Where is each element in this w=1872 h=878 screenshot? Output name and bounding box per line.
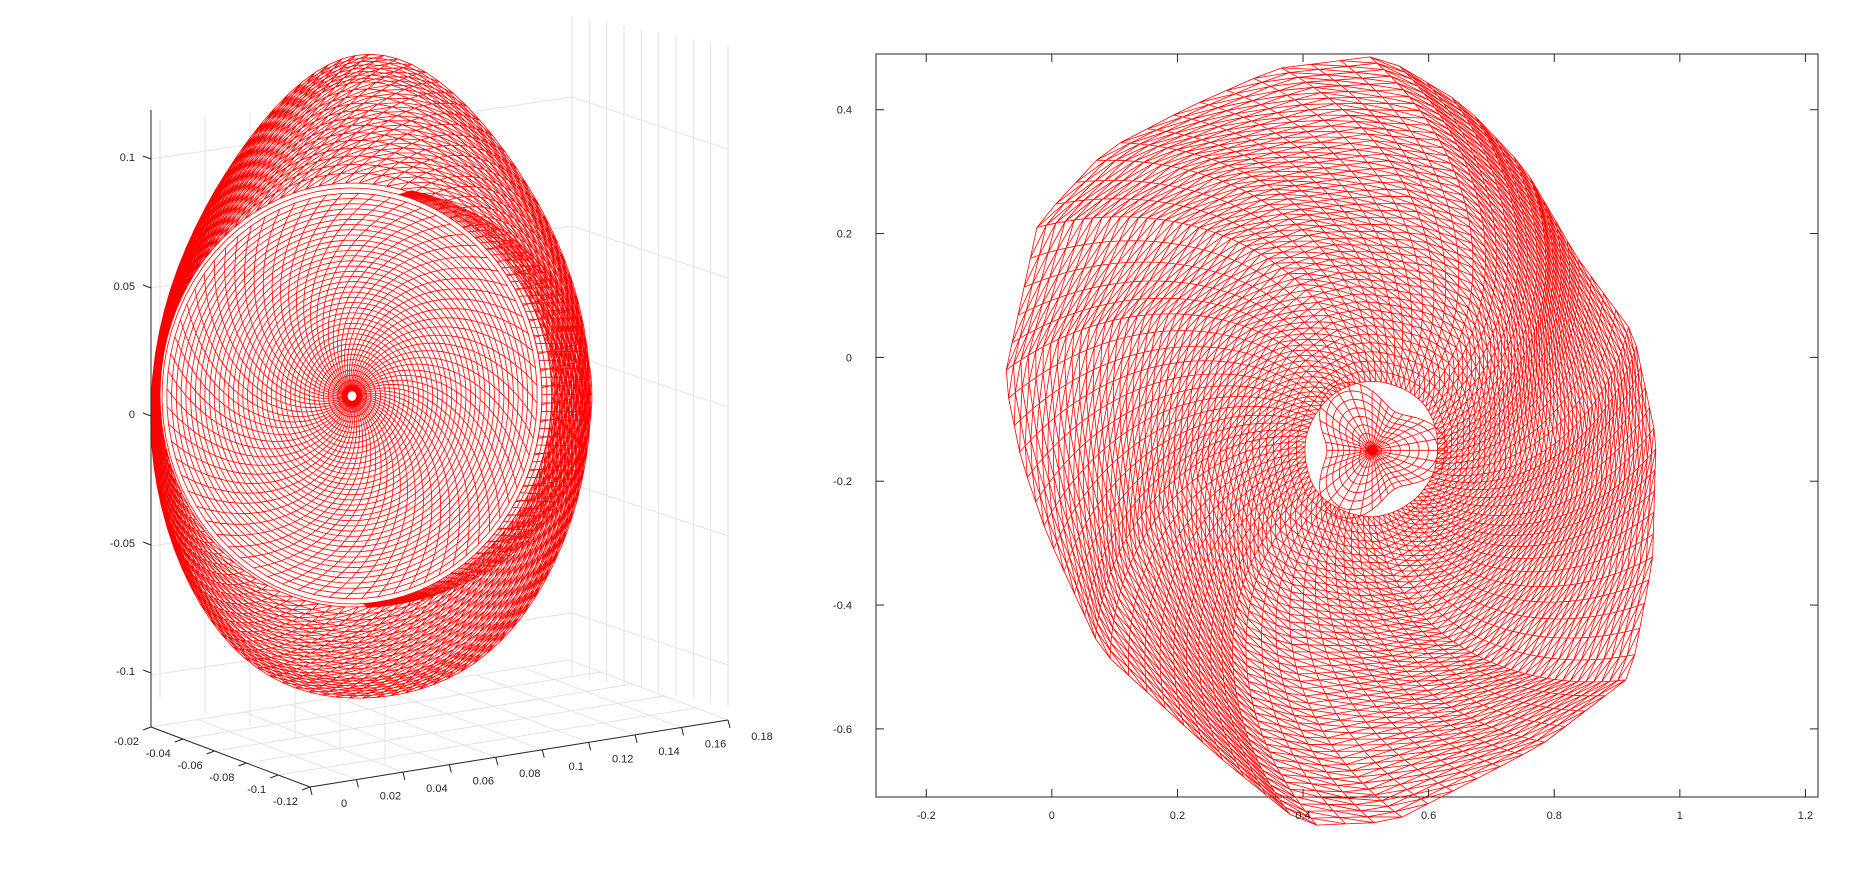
- left-x-tick-label: 0.06: [473, 776, 494, 788]
- left-x-tick-label: 0.14: [658, 746, 679, 758]
- left-x-tick-mark: [727, 719, 731, 729]
- left-3d-mesh: [150, 53, 593, 699]
- left-x-tick-mark: [681, 727, 685, 736]
- left-x-tick-label: 0.16: [705, 738, 726, 750]
- right-y-tick-label: 0.4: [837, 105, 852, 117]
- left-grid-line: [571, 354, 729, 408]
- left-y-tick-label: -0.02: [114, 736, 139, 748]
- left-y-tick-label: -0.04: [146, 748, 171, 760]
- left-z-tick-label: 0.1: [120, 152, 135, 164]
- right-x-tick-label: 0: [1049, 810, 1055, 822]
- right-x-tick-label: 0.2: [1170, 810, 1185, 822]
- left-y-tick-label: -0.06: [178, 760, 203, 772]
- left-x-tick-mark: [402, 771, 406, 781]
- left-x-tick-label: 0.1: [569, 761, 584, 773]
- left-3d-grid: [150, 16, 729, 788]
- right-x-tick-label: 0.4: [1295, 810, 1310, 822]
- left-x-tick-mark: [355, 779, 359, 788]
- left-grid-line: [290, 704, 450, 766]
- left-x-tick-label: 0.04: [426, 783, 447, 795]
- left-grid-line: [197, 719, 357, 781]
- left-grid-line: [336, 696, 496, 758]
- left-grid-line: [246, 695, 665, 764]
- right-x-tick-label: 0.8: [1547, 810, 1562, 822]
- left-x-tick-label: 0: [341, 798, 347, 810]
- left-z-tick-label: 0: [129, 409, 135, 421]
- left-mesh-crescent: [362, 190, 593, 608]
- left-x-tick-mark: [541, 749, 545, 758]
- left-y-tick-label: -0.12: [273, 796, 298, 808]
- left-y-tick-mark: [238, 762, 247, 767]
- left-grid-line: [571, 483, 729, 537]
- left-z-tick-label: 0.05: [114, 281, 135, 293]
- left-grid-line: [522, 666, 682, 728]
- left-y-tick-label: -0.1: [247, 784, 266, 796]
- left-3d-axes: [142, 110, 731, 796]
- left-z-tick-mark: [142, 284, 152, 289]
- right-x-tick-label: 0.6: [1421, 810, 1436, 822]
- left-z-tick-mark: [142, 541, 152, 546]
- left-x-tick-mark: [495, 757, 499, 766]
- left-x-tick-mark: [309, 786, 313, 796]
- left-y-axis-line: [150, 726, 311, 788]
- right-y-tick-label: 0: [846, 352, 852, 364]
- left-z-tick-label: -0.05: [110, 538, 135, 550]
- left-mesh-cup: [161, 187, 543, 605]
- left-x-tick-mark: [588, 742, 592, 751]
- left-grid-line: [278, 707, 697, 776]
- left-y-tick-mark: [142, 726, 152, 731]
- right-x-tick-label: -0.2: [917, 810, 936, 822]
- right-2d-ticks: -0.2 0 0.2 0.4 0.6 0.8 1 1.2 0.4 0.2 0 -0.2 -0.4 -0.6: [833, 54, 1818, 822]
- left-grid-line: [571, 96, 729, 150]
- right-2d-mesh: [1005, 56, 1657, 826]
- left-z-tick-mark: [142, 155, 152, 160]
- left-z-tick-mark: [142, 669, 152, 674]
- left-x-tick-label: 0.08: [519, 768, 540, 780]
- left-y-tick-mark: [301, 786, 311, 791]
- left-grid-line: [568, 659, 729, 721]
- left-x-tick-mark: [448, 764, 452, 773]
- left-grid-line: [243, 711, 404, 773]
- right-y-tick-label: -0.6: [833, 724, 852, 736]
- right-mesh-wireframe: [1005, 56, 1657, 826]
- left-grid-line: [150, 96, 573, 160]
- right-y-tick-label: 0.2: [837, 229, 852, 241]
- right-y-tick-label: -0.2: [833, 476, 852, 488]
- left-grid-line: [383, 689, 543, 751]
- left-grid-line: [475, 674, 636, 736]
- right-y-tick-label: -0.4: [833, 600, 852, 612]
- right-mesh-core: [1319, 381, 1448, 519]
- left-grid-line: [571, 612, 729, 666]
- left-x-tick-label: 0.02: [380, 791, 401, 803]
- left-z-tick-mark: [142, 412, 152, 417]
- right-x-tick-label: 1: [1677, 810, 1683, 822]
- left-y-tick-label: -0.08: [209, 772, 234, 784]
- left-x-axis-line: [309, 719, 729, 788]
- left-grid-line: [214, 683, 633, 752]
- left-3d-tick-labels: 0.1 0.05 0 -0.05 -0.1 -0.02 -0.04 -0.06 -0.08 -0.…: [110, 152, 773, 810]
- right-2d-plot: -0.2 0 0.2 0.4 0.6 0.8 1 1.2 0.4 0.2 0 -0.2 -0.4 -0.6: [833, 53, 1819, 826]
- left-grid-line: [571, 225, 729, 279]
- left-y-tick-mark: [206, 750, 215, 755]
- left-y-tick-mark: [174, 738, 183, 743]
- right-x-tick-label: 1.2: [1798, 810, 1813, 822]
- left-z-tick-label: -0.1: [116, 666, 135, 678]
- left-y-tick-mark: [270, 774, 279, 779]
- left-mesh-flange: [150, 53, 592, 699]
- left-x-tick-mark: [634, 734, 638, 744]
- left-grid-line: [182, 671, 601, 740]
- left-x-tick-label: 0.12: [612, 753, 633, 765]
- left-x-tick-label: 0.18: [751, 731, 772, 743]
- left-grid-line: [429, 681, 589, 743]
- left-3d-plot: 0.1 0.05 0 -0.05 -0.1 -0.02 -0.04 -0.06 -0.08 -0.…: [110, 16, 773, 810]
